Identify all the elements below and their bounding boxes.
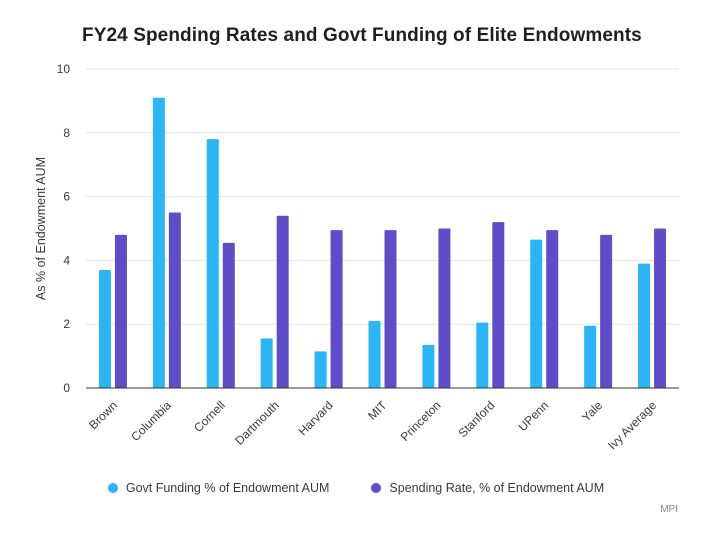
x-tick-label-cornell: Cornell <box>191 398 228 435</box>
chart-title: FY24 Spending Rates and Govt Funding of … <box>82 25 642 46</box>
legend-swatch-spending <box>371 483 382 493</box>
bar-spending-princeton[interactable] <box>438 228 451 389</box>
bar-spending-cornell[interactable] <box>222 242 235 388</box>
y-tick-labels: 0 2 4 6 8 10 <box>57 62 71 395</box>
legend-item-spending[interactable]: Spending Rate, % of Endowment AUM <box>371 481 604 495</box>
legend-label-govt: Govt Funding % of Endowment AUM <box>125 481 330 495</box>
x-tick-label-mit: MIT <box>365 398 390 423</box>
bar-govt-harvard[interactable] <box>314 351 327 388</box>
bar-govt-stanford[interactable] <box>476 322 489 388</box>
bar-spending-yale[interactable] <box>600 234 613 388</box>
legend: Govt Funding % of Endowment AUM Spending… <box>0 481 712 495</box>
bar-spending-upenn[interactable] <box>546 230 559 388</box>
bar-spending-mit[interactable] <box>384 230 397 388</box>
bar-govt-mit[interactable] <box>368 321 381 388</box>
bar-spending-dartmouth[interactable] <box>276 215 289 388</box>
legend-label-spending: Spending Rate, % of Endowment AUM <box>389 481 605 495</box>
x-tick-label-dartmouth: Dartmouth <box>232 398 282 448</box>
x-tick-label-stanford: Stanford <box>455 398 497 440</box>
bar-govt-cornell[interactable] <box>206 139 219 388</box>
y-tick-label-0: 0 <box>63 381 70 395</box>
bar-spending-ivy-average[interactable] <box>654 228 667 389</box>
x-tick-label-upenn: UPenn <box>515 398 551 434</box>
bar-govt-columbia[interactable] <box>152 97 165 389</box>
y-tick-label-8: 8 <box>63 126 70 140</box>
x-tick-label-ivy-average: Ivy Average <box>605 398 659 452</box>
y-tick-label-10: 10 <box>57 62 71 76</box>
x-tick-label-brown: Brown <box>86 398 120 432</box>
legend-item-govt[interactable]: Govt Funding % of Endowment AUM <box>107 481 330 495</box>
bar-govt-princeton[interactable] <box>422 344 435 388</box>
x-tick-label-harvard: Harvard <box>296 398 336 438</box>
bar-govt-upenn[interactable] <box>530 239 543 388</box>
bar-govt-yale[interactable] <box>584 325 597 388</box>
bar-spending-stanford[interactable] <box>492 222 505 388</box>
x-tick-label-yale: Yale <box>579 398 605 424</box>
bar-spending-brown[interactable] <box>114 234 127 388</box>
y-tick-label-4: 4 <box>63 253 70 267</box>
x-tick-labels: Brown Columbia Cornell Dartmouth Harvard MIT P… <box>86 398 659 453</box>
bar-govt-dartmouth[interactable] <box>260 338 273 388</box>
x-tick-label-princeton: Princeton <box>398 398 444 444</box>
bars <box>98 97 667 389</box>
y-tick-label-6: 6 <box>63 190 70 204</box>
y-axis-label: As % of Endowment AUM <box>34 157 48 300</box>
bar-spending-columbia[interactable] <box>168 212 181 388</box>
bar-govt-brown[interactable] <box>98 269 111 388</box>
gridlines <box>86 68 679 325</box>
legend-swatch-govt <box>107 483 118 493</box>
source-label: MPI <box>660 504 678 515</box>
bar-govt-ivy-average[interactable] <box>638 263 651 388</box>
y-tick-label-2: 2 <box>63 317 70 331</box>
bar-spending-harvard[interactable] <box>330 230 343 388</box>
x-tick-label-columbia: Columbia <box>128 398 174 444</box>
